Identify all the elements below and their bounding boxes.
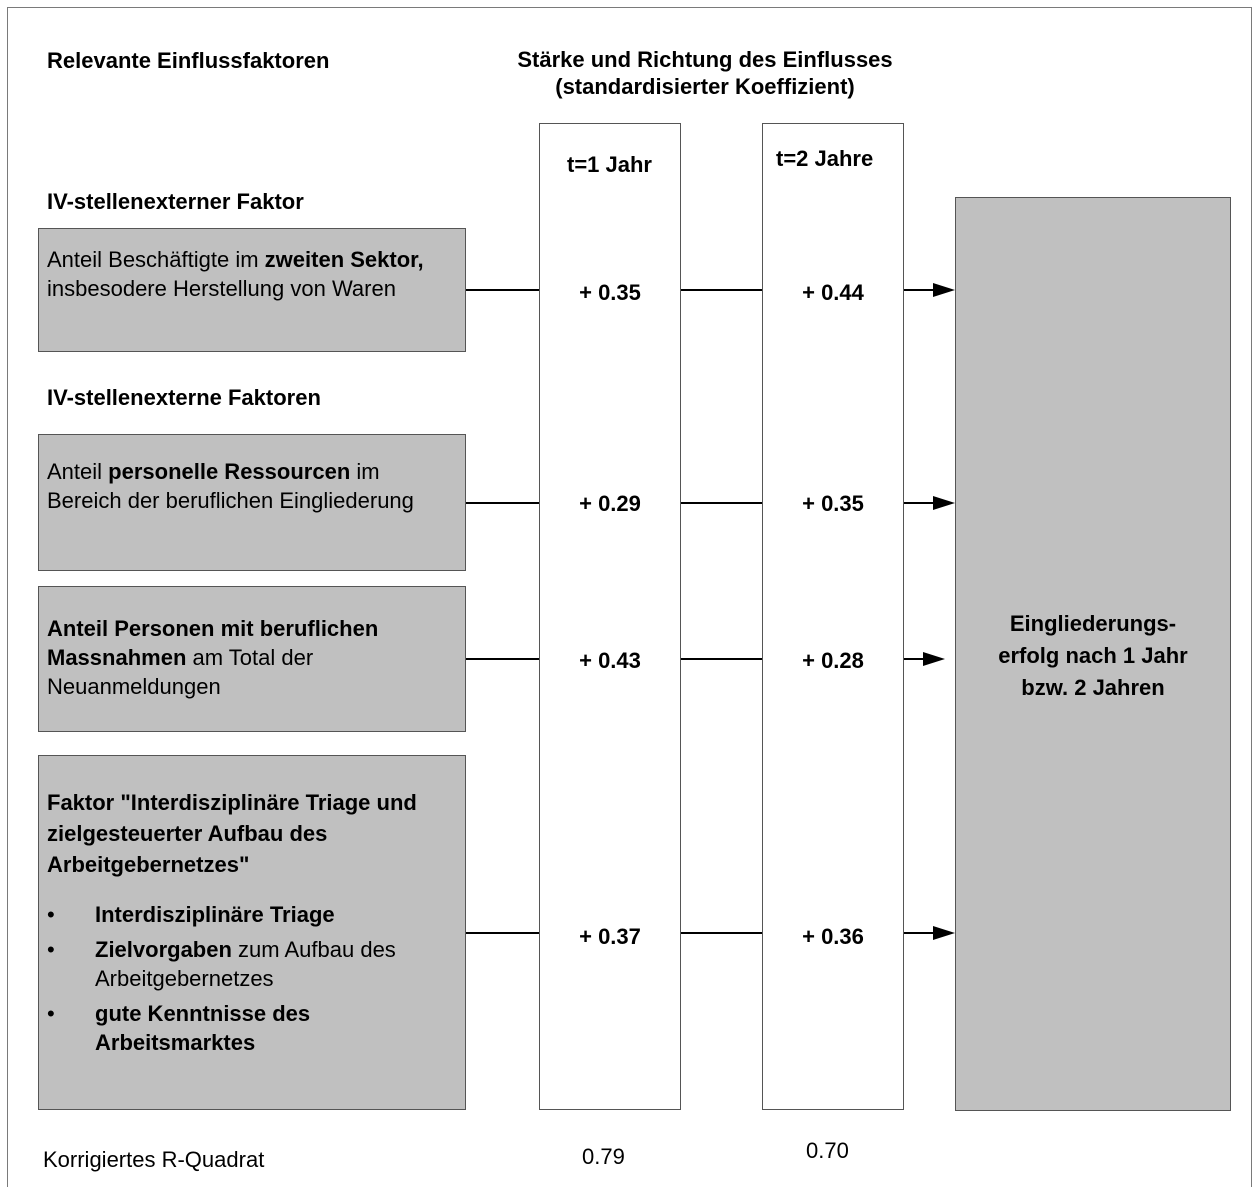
connector-2-b (681, 502, 762, 504)
coef-1-t1: + 0.35 (579, 280, 641, 305)
connector-3-a (466, 658, 539, 660)
factor-box-4: Faktor "Interdisziplinäre Triage und zie… (38, 755, 466, 1110)
factor-4-bullet-3-text: gute Kenntnisse des Arbeitsmarktes (95, 1001, 311, 1055)
coef-2-t2: + 0.35 (802, 491, 864, 516)
factor-4-bullet-2-text-b: zum Aufbau des Arbeitgebernetzes (95, 937, 396, 991)
arrowhead-icon (933, 496, 955, 510)
factor-4-bullet-3: • gute Kenntnisse des Arbeitsmarktes (47, 999, 457, 1057)
coef-3-t1: + 0.43 (579, 648, 641, 673)
factor-3-part-b: am Total der Neuanmeldungen (47, 645, 314, 699)
arrowhead-icon (933, 283, 955, 297)
bullet-icon: • (47, 1001, 55, 1026)
factor-box-1: Anteil Beschäftigte im zweiten Sektor, i… (38, 228, 466, 352)
connector-4-c (904, 932, 934, 934)
arrowhead-icon (923, 652, 945, 666)
connector-1-c (904, 289, 934, 291)
factor-1-text: Anteil Beschäftigte im zweiten Sektor, i… (47, 247, 424, 301)
section-external-multi: IV-stellenexterne Faktoren (47, 385, 321, 410)
factor-4-bullet-2: • Zielvorgaben zum Aufbau des Arbeitgeber… (47, 935, 457, 993)
factor-3-text: Anteil Personen mit beruflichen Massnahm… (47, 616, 378, 699)
factor-4-title: Faktor "Interdisziplinäre Triage und zie… (47, 790, 417, 877)
connector-2-a (466, 502, 539, 504)
connector-4-b (681, 932, 762, 934)
factor-1-part-c: insbesodere Herstellung von Waren (47, 276, 396, 301)
coef-4-t1: + 0.37 (579, 924, 641, 949)
column-t2 (762, 123, 904, 1110)
influence-heading-line1: Stärke und Richtung des Einflusses (517, 47, 893, 72)
bullet-icon: • (47, 902, 55, 927)
influence-heading: Stärke und Richtung des Einflusses (stan… (460, 46, 950, 100)
column-t1 (539, 123, 681, 1110)
diagram-frame (7, 7, 1252, 1187)
factor-4-bullet-1-text: Interdisziplinäre Triage (95, 902, 335, 927)
factor-box-2: Anteil personelle Ressourcen im Bereich … (38, 434, 466, 571)
coef-1-t2: + 0.44 (802, 280, 864, 305)
coef-4-t2: + 0.36 (802, 924, 864, 949)
factor-4-bullet-list: • Interdisziplinäre Triage • Zielvorgaben … (47, 900, 457, 1057)
connector-2-c (904, 502, 934, 504)
factor-1-part-a: Anteil Beschäftigte im (47, 247, 265, 272)
section-external-single: IV-stellenexterner Faktor (47, 189, 304, 214)
bullet-icon: • (47, 937, 55, 962)
factor-2-part-a: Anteil (47, 459, 109, 484)
factor-2-part-c: im Bereich der beruflichen Eingliederung (47, 459, 414, 513)
outcome-text: Eingliederungs- erfolg nach 1 Jahr bzw. … (998, 611, 1188, 700)
factor-2-text: Anteil personelle Ressourcen im Bereich … (47, 459, 414, 513)
column-t1-label: t=1 Jahr (567, 152, 652, 177)
factor-3-part-a: Anteil Personen mit beruflichen Massnahm… (47, 616, 379, 670)
r2-t1: 0.79 (582, 1144, 625, 1169)
influence-heading-line2: (standardisierter Koeffizient) (555, 74, 855, 99)
r2-label: Korrigiertes R-Quadrat (43, 1147, 265, 1172)
outcome-box: Eingliederungs- erfolg nach 1 Jahr bzw. … (955, 197, 1231, 1111)
connector-3-c (904, 658, 924, 660)
factor-4-bullet-1: • Interdisziplinäre Triage (47, 900, 457, 929)
coef-3-t2: + 0.28 (802, 648, 864, 673)
factor-2-part-b: personelle Ressourcen (108, 459, 351, 484)
r2-t2: 0.70 (806, 1138, 849, 1163)
column-t2-label: t=2 Jahre (776, 146, 874, 171)
connector-4-a (466, 932, 539, 934)
factor-4-bullet-2-text-a: Zielvorgaben (95, 937, 232, 962)
factor-1-part-b: zweiten Sektor, (264, 247, 424, 272)
factor-box-3: Anteil Personen mit beruflichen Massnahm… (38, 586, 466, 732)
connector-3-b (681, 658, 762, 660)
factors-heading: Relevante Einflussfaktoren (47, 48, 330, 73)
arrowhead-icon (933, 926, 955, 940)
coef-2-t1: + 0.29 (579, 491, 641, 516)
connector-1-a (466, 289, 539, 291)
connector-1-b (681, 289, 762, 291)
